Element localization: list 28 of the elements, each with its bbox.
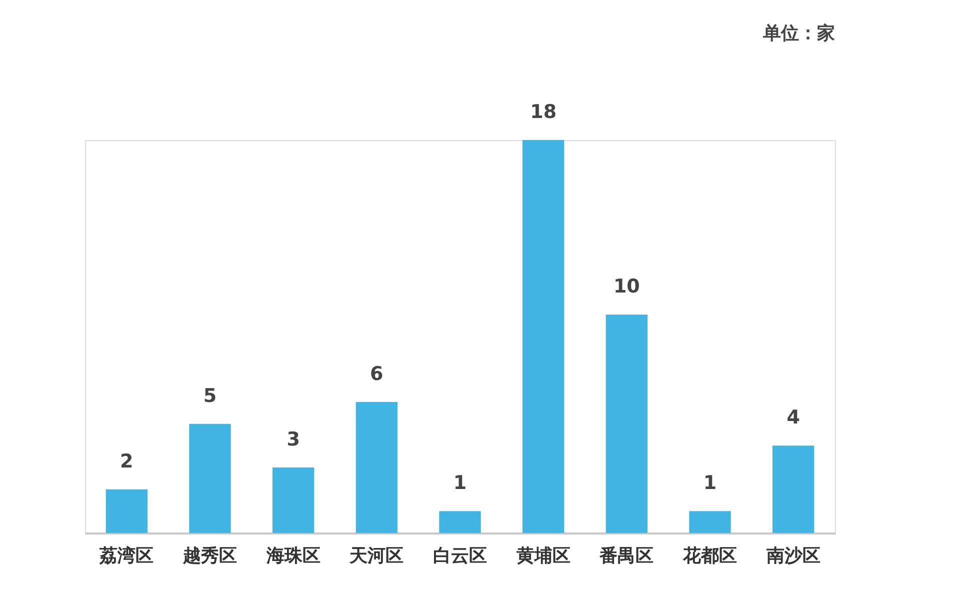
bar — [439, 511, 481, 533]
x-tick-label: 南沙区 — [765, 546, 820, 566]
x-tick-label: 花都区 — [682, 546, 737, 566]
bar — [106, 489, 148, 533]
bar — [356, 402, 398, 533]
text: 单位：家 — [762, 23, 835, 44]
x-tick-label: 黄埔区 — [515, 546, 570, 566]
x-tick-label: 天河区 — [348, 546, 404, 566]
data-label: 4 — [786, 406, 800, 429]
data-label: 2 — [120, 450, 134, 472]
bar — [189, 424, 231, 533]
data-label: 1 — [703, 472, 717, 494]
data-label: 1 — [453, 472, 467, 494]
x-tick-label: 白云区 — [433, 546, 487, 566]
bar — [606, 314, 648, 533]
bar — [689, 511, 731, 533]
data-label: 5 — [203, 384, 217, 407]
bar — [272, 468, 314, 533]
bar — [772, 446, 814, 533]
x-tick-label: 海珠区 — [265, 546, 320, 566]
x-tick-label: 番禺区 — [598, 546, 654, 566]
bar — [522, 140, 564, 533]
x-tick-label: 荔湾区 — [98, 546, 154, 566]
data-label: 18 — [530, 101, 557, 123]
data-label: 6 — [370, 363, 384, 385]
data-label: 3 — [286, 428, 300, 450]
x-tick-label: 越秀区 — [182, 546, 237, 566]
data-label: 10 — [613, 276, 640, 298]
